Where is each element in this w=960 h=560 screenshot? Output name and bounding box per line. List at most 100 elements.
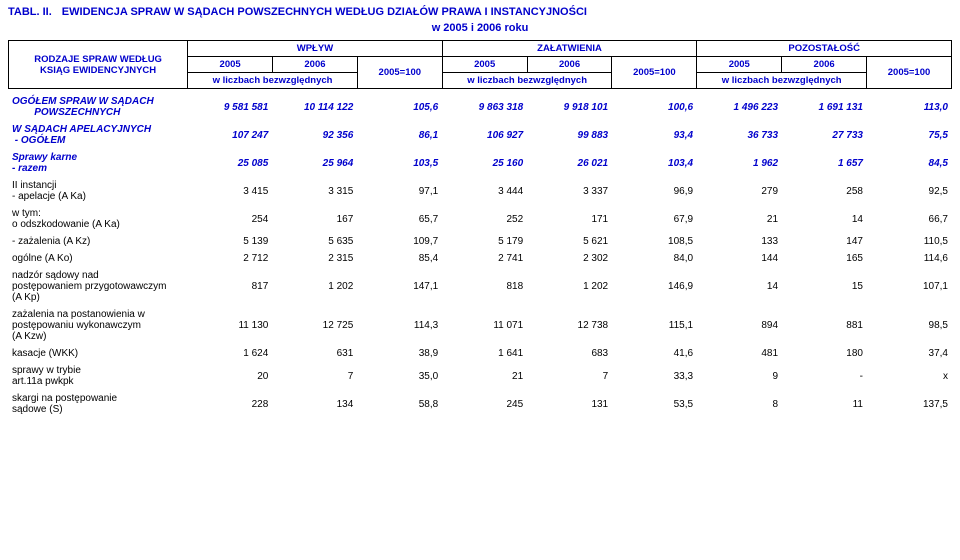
row-art11a: sprawy w trybie art.11a pwkpk 20 7 35,0 … <box>8 362 952 390</box>
row-apelacje-l2: - apelacje (A Ka) <box>12 191 86 202</box>
cell: 9 918 101 <box>527 93 612 121</box>
cell: 110,5 <box>867 233 952 250</box>
subtitle: w 2005 i 2006 roku <box>8 22 952 34</box>
cell: 14 <box>697 267 782 306</box>
row-zazalenia-kz-label: - zażalenia (A Kz) <box>8 233 187 250</box>
cell: 146,9 <box>612 267 697 306</box>
title-row: TABL. II. EWIDENCJA SPRAW W SĄDACH POWSZ… <box>8 6 952 18</box>
cell: 171 <box>527 205 612 233</box>
cell: 100,6 <box>612 93 697 121</box>
cell: 115,1 <box>612 306 697 345</box>
cell: 144 <box>697 250 782 267</box>
cell: 106 927 <box>442 121 527 149</box>
cell: 109,7 <box>357 233 442 250</box>
cell: 5 621 <box>527 233 612 250</box>
cell: 5 179 <box>442 233 527 250</box>
header-year-2: 2005 <box>442 57 527 73</box>
cell: 84,0 <box>612 250 697 267</box>
cell: 180 <box>782 345 867 362</box>
cell: 12 725 <box>272 306 357 345</box>
cell: 25 964 <box>272 149 357 177</box>
cell: 9 <box>697 362 782 390</box>
cell: 894 <box>697 306 782 345</box>
cell: 92,5 <box>867 177 952 205</box>
cell: 21 <box>442 362 527 390</box>
cell: 2 741 <box>442 250 527 267</box>
row-odszkodowanie: w tym: o odszkodowanie (A Ka) 254 167 65… <box>8 205 952 233</box>
row-karne-l2: - razem <box>12 163 47 174</box>
cell: 96,9 <box>612 177 697 205</box>
cell: 33,3 <box>612 362 697 390</box>
cell: 75,5 <box>867 121 952 149</box>
cell: 228 <box>187 390 272 418</box>
cell: 7 <box>272 362 357 390</box>
cell: 26 021 <box>527 149 612 177</box>
cell: 3 444 <box>442 177 527 205</box>
cell: 165 <box>782 250 867 267</box>
header-year-3: 2006 <box>527 57 612 73</box>
cell: 103,4 <box>612 149 697 177</box>
cell: 14 <box>782 205 867 233</box>
row-appellate-l2: - OGÓŁEM <box>15 135 66 146</box>
cell: 114,3 <box>357 306 442 345</box>
header-sub-2: w liczbach bezwzględnych <box>442 73 612 89</box>
cell: 7 <box>527 362 612 390</box>
page-title: EWIDENCJA SPRAW W SĄDACH POWSZECHNYCH WE… <box>62 6 587 18</box>
cell: 92 356 <box>272 121 357 149</box>
cell: 36 733 <box>697 121 782 149</box>
header-group-2: POZOSTAŁOŚĆ <box>697 41 952 57</box>
row-skargi: skargi na postępowanie sądowe (S) 228 13… <box>8 390 952 418</box>
row-odszk-l1: w tym: <box>12 208 41 219</box>
cell: 10 114 122 <box>272 93 357 121</box>
row-appellate-l1: W SĄDACH APELACYJNYCH <box>12 124 151 135</box>
cell: 58,8 <box>357 390 442 418</box>
cell: 86,1 <box>357 121 442 149</box>
cell: 11 071 <box>442 306 527 345</box>
cell: 245 <box>442 390 527 418</box>
row-total: OGÓŁEM SPRAW W SĄDACH POWSZECHNYCH 9 581… <box>8 93 952 121</box>
row-skargi-l1: skargi na postępowanie <box>12 393 117 404</box>
cell: 3 337 <box>527 177 612 205</box>
header-sub-1: 2005=100 <box>357 57 442 89</box>
cell: 41,6 <box>612 345 697 362</box>
header-group-1: ZAŁATWIENIA <box>442 41 697 57</box>
cell: 147,1 <box>357 267 442 306</box>
cell: 97,1 <box>357 177 442 205</box>
cell: 131 <box>527 390 612 418</box>
header-table: RODZAJE SPRAW WEDŁUG KSIĄG EWIDENCYJNYCH… <box>8 40 952 89</box>
header-sub-0: w liczbach bezwzględnych <box>188 73 358 89</box>
cell: 99 883 <box>527 121 612 149</box>
header-sub-3: 2005=100 <box>612 57 697 89</box>
cell: 9 581 581 <box>187 93 272 121</box>
row-apelacje-l1: II instancji <box>12 180 56 191</box>
cell: 5 139 <box>187 233 272 250</box>
cell: 147 <box>782 233 867 250</box>
cell: 107,1 <box>867 267 952 306</box>
cell: 1 657 <box>782 149 867 177</box>
row-kasacje: kasacje (WKK) 1 624 631 38,9 1 641 683 4… <box>8 345 952 362</box>
cell: 114,6 <box>867 250 952 267</box>
cell: 279 <box>697 177 782 205</box>
cell: 5 635 <box>272 233 357 250</box>
cell: 137,5 <box>867 390 952 418</box>
cell: 35,0 <box>357 362 442 390</box>
cell: 134 <box>272 390 357 418</box>
row-art11a-l1: sprawy w trybie <box>12 365 81 376</box>
cell: 93,4 <box>612 121 697 149</box>
cell: 631 <box>272 345 357 362</box>
cell: 113,0 <box>867 93 952 121</box>
cell: 108,5 <box>612 233 697 250</box>
cell: 2 315 <box>272 250 357 267</box>
cell: 11 <box>782 390 867 418</box>
row-nadzor-l1: nadzór sądowy nad <box>12 270 99 281</box>
header-year-4: 2005 <box>697 57 782 73</box>
cell: 1 641 <box>442 345 527 362</box>
header-rowlabel-l2: KSIĄG EWIDENCYJNYCH <box>40 65 156 76</box>
header-year-0: 2005 <box>188 57 273 73</box>
row-appellate: W SĄDACH APELACYJNYCH - OGÓŁEM 107 247 9… <box>8 121 952 149</box>
cell: 84,5 <box>867 149 952 177</box>
cell: 85,4 <box>357 250 442 267</box>
row-art11a-l2: art.11a pwkpk <box>12 376 74 387</box>
header-year-1: 2006 <box>273 57 358 73</box>
cell: 881 <box>782 306 867 345</box>
